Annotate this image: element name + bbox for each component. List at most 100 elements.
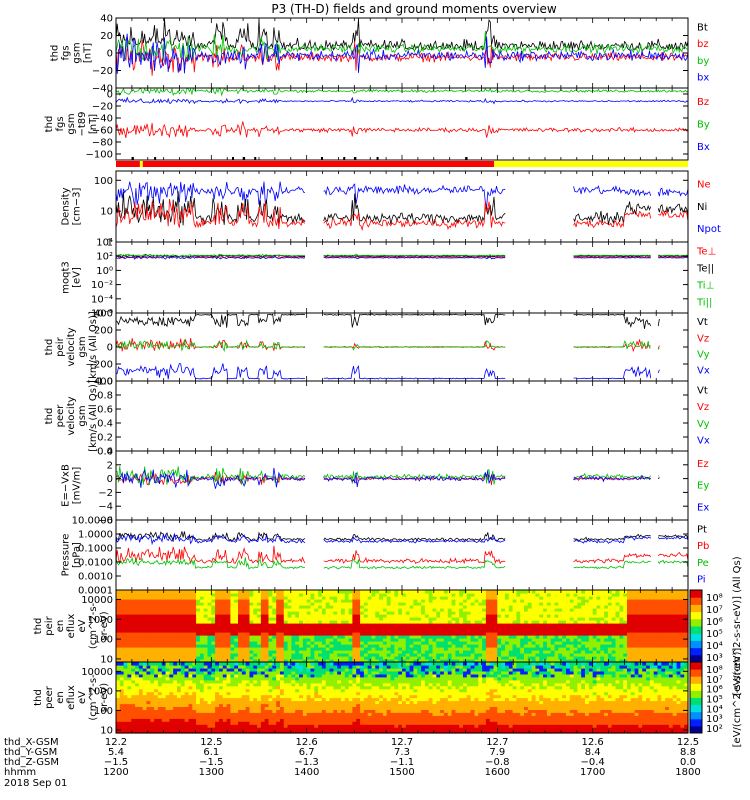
heatmap-cell bbox=[299, 700, 304, 705]
heatmap-cell bbox=[203, 682, 209, 687]
heatmap-cell bbox=[184, 644, 189, 648]
heatmap-cell bbox=[264, 599, 270, 603]
heatmap-cell bbox=[245, 673, 251, 678]
heatmap-cell bbox=[539, 614, 544, 618]
heatmap-cell bbox=[581, 620, 586, 624]
heatmap-cell bbox=[283, 659, 289, 663]
heatmap-cell bbox=[447, 602, 453, 606]
heatmap-cell bbox=[615, 623, 620, 627]
heatmap-cell bbox=[329, 659, 334, 663]
heatmap-cell bbox=[146, 659, 151, 663]
heatmap-cell bbox=[668, 590, 674, 594]
heatmap-cell bbox=[306, 638, 312, 642]
heatmap-cell bbox=[341, 590, 346, 594]
heatmap-cell bbox=[573, 656, 578, 660]
heatmap-cell bbox=[299, 596, 304, 600]
heatmap-cell bbox=[199, 590, 205, 594]
heatmap-cell bbox=[291, 670, 296, 675]
heatmap-cell bbox=[459, 653, 464, 657]
heatmap-cell bbox=[485, 647, 491, 651]
heatmap-cell bbox=[119, 626, 125, 630]
heatmap-cell bbox=[497, 608, 502, 612]
heatmap-cell bbox=[287, 709, 292, 713]
heatmap-cell bbox=[627, 629, 632, 633]
heatmap-cell bbox=[119, 602, 125, 606]
heatmap-cell bbox=[260, 647, 266, 651]
heatmap-cell bbox=[146, 691, 151, 696]
heatmap-cell bbox=[653, 623, 659, 627]
heatmap-cell bbox=[135, 703, 140, 707]
heatmap-cell bbox=[485, 620, 491, 624]
heatmap-cell bbox=[253, 730, 258, 734]
heatmap-cell bbox=[211, 611, 216, 615]
heatmap-cell bbox=[459, 659, 464, 663]
heatmap-cell bbox=[238, 685, 243, 690]
heatmap-cell bbox=[405, 650, 411, 654]
heatmap-cell bbox=[135, 599, 140, 603]
heatmap-cell bbox=[455, 659, 460, 663]
heatmap-cell bbox=[661, 650, 666, 654]
heatmap-cell bbox=[188, 611, 193, 615]
heatmap-cell bbox=[161, 703, 167, 707]
heatmap-cell bbox=[302, 697, 308, 702]
heatmap-cell bbox=[611, 635, 617, 639]
heatmap-cell bbox=[291, 673, 296, 678]
heatmap-cell bbox=[402, 614, 407, 618]
heatmap-cell bbox=[146, 638, 151, 642]
heatmap-cell bbox=[607, 635, 613, 639]
heatmap-cell bbox=[291, 599, 296, 603]
heatmap-cell bbox=[154, 611, 159, 615]
heatmap-cell bbox=[463, 647, 468, 651]
heatmap-cell bbox=[424, 647, 430, 651]
heatmap-cell bbox=[646, 650, 651, 654]
heatmap-cell bbox=[653, 632, 659, 636]
heatmap-cell bbox=[131, 706, 136, 710]
heatmap-cell bbox=[619, 614, 624, 618]
heatmap-cell bbox=[253, 667, 258, 672]
heatmap-cell bbox=[184, 703, 189, 707]
heatmap-cell bbox=[119, 691, 125, 696]
heatmap-cell bbox=[680, 599, 685, 603]
heatmap-cell bbox=[375, 596, 380, 600]
heatmap-cell bbox=[447, 611, 453, 615]
heatmap-cell bbox=[150, 635, 155, 639]
heatmap-cell bbox=[325, 620, 331, 624]
heatmap-cell bbox=[161, 715, 167, 719]
heatmap-cell bbox=[245, 608, 251, 612]
heatmap-cell bbox=[291, 608, 296, 612]
heatmap-cell bbox=[417, 629, 422, 633]
heatmap-cell bbox=[154, 691, 159, 696]
heatmap-cell bbox=[253, 593, 258, 597]
heatmap-cell bbox=[203, 635, 209, 639]
heatmap-cell bbox=[295, 647, 300, 651]
heatmap-cell bbox=[531, 602, 537, 606]
heatmap-cell bbox=[421, 602, 426, 606]
heatmap-cell bbox=[215, 605, 220, 609]
heatmap-cell bbox=[573, 611, 578, 615]
heatmap-cell bbox=[169, 632, 174, 636]
heatmap-cell bbox=[668, 635, 674, 639]
heatmap-cell bbox=[619, 638, 624, 642]
heatmap-cell bbox=[173, 715, 178, 719]
heatmap-cell bbox=[241, 596, 247, 600]
heatmap-cell bbox=[329, 617, 334, 621]
heatmap-cell bbox=[356, 599, 361, 603]
heatmap-cell bbox=[642, 626, 647, 630]
heatmap-cell bbox=[230, 647, 235, 651]
heatmap-cell bbox=[268, 703, 273, 707]
heatmap-cell bbox=[657, 623, 662, 627]
heatmap-cell bbox=[668, 647, 674, 651]
heatmap-cell bbox=[127, 599, 132, 603]
heatmap-cell bbox=[375, 632, 380, 636]
heatmap-cell bbox=[306, 676, 312, 681]
heatmap-cell bbox=[554, 656, 559, 660]
heatmap-cell bbox=[581, 638, 586, 642]
heatmap-cell bbox=[310, 691, 315, 696]
heatmap-cell bbox=[226, 727, 231, 731]
heatmap-cell bbox=[203, 599, 209, 603]
heatmap-cell bbox=[588, 638, 594, 642]
heatmap-cell bbox=[249, 617, 254, 621]
heatmap-cell bbox=[367, 638, 373, 642]
heatmap-cell bbox=[596, 620, 601, 624]
heatmap-cell bbox=[443, 653, 449, 657]
